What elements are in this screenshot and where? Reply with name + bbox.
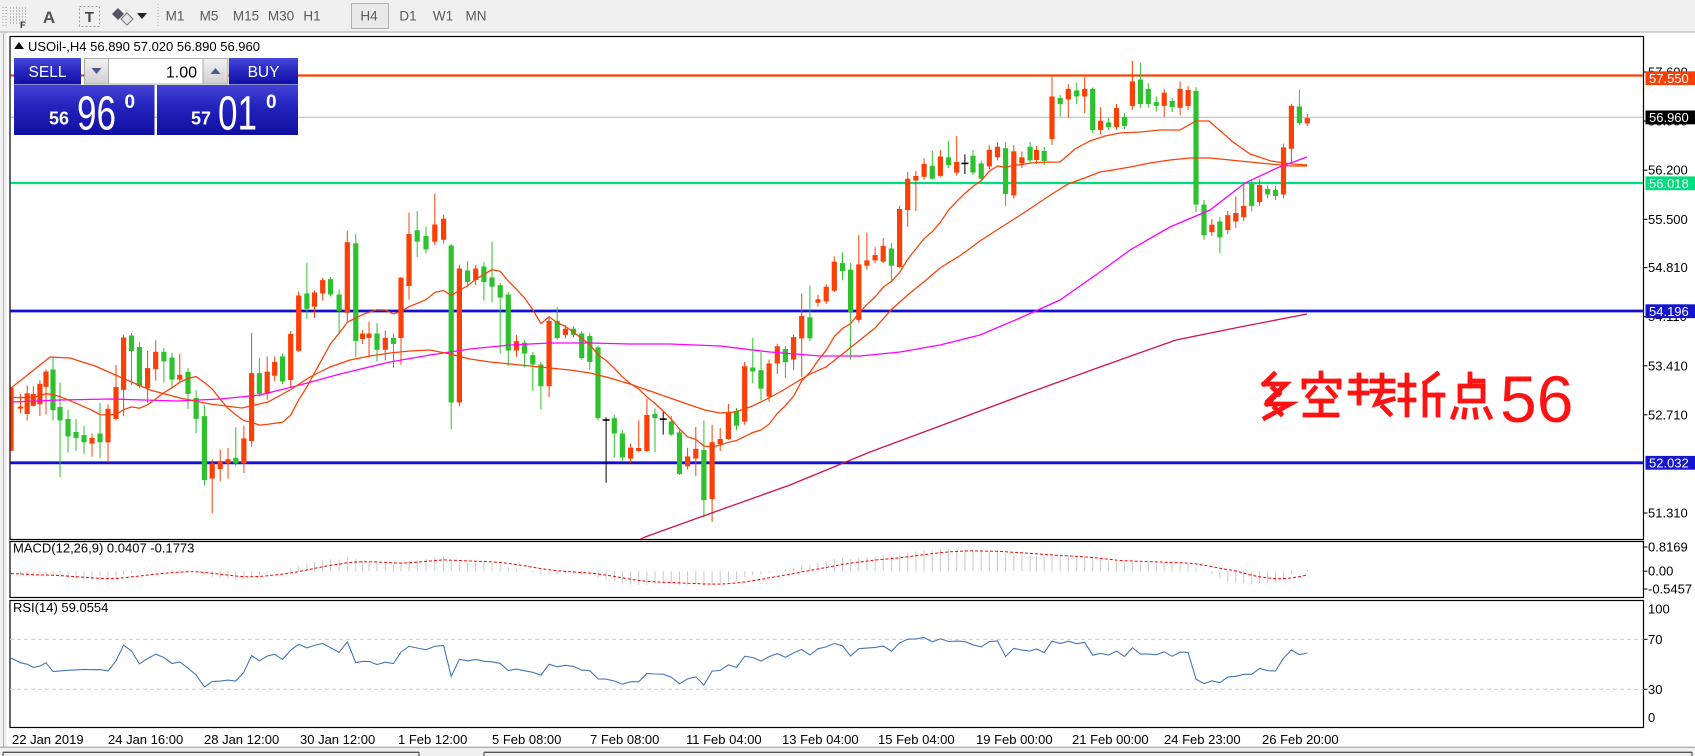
svg-text:70: 70: [1648, 632, 1662, 647]
svg-text:5 Feb 08:00: 5 Feb 08:00: [492, 732, 561, 747]
svg-text:54.810: 54.810: [1648, 260, 1688, 275]
svg-text:01: 01: [218, 88, 257, 141]
svg-text:24 Feb 23:00: 24 Feb 23:00: [1164, 732, 1241, 747]
svg-text:54.196: 54.196: [1649, 304, 1689, 319]
svg-text:7 Feb 08:00: 7 Feb 08:00: [590, 732, 659, 747]
svg-text:55.500: 55.500: [1648, 212, 1688, 227]
svg-text:30: 30: [1648, 682, 1662, 697]
svg-text:100: 100: [1648, 602, 1670, 617]
svg-text:D1: D1: [399, 9, 416, 24]
svg-text:11 Feb 04:00: 11 Feb 04:00: [686, 732, 762, 747]
svg-text:0.00: 0.00: [1648, 564, 1673, 579]
svg-text:H1: H1: [303, 9, 320, 24]
svg-text:MACD(12,26,9) 0.0407 -0.1773: MACD(12,26,9) 0.0407 -0.1773: [13, 541, 194, 556]
svg-text:56.018: 56.018: [1649, 176, 1689, 191]
svg-text:56: 56: [1500, 362, 1573, 436]
svg-text:SELL: SELL: [29, 64, 67, 81]
svg-text:26 Feb 20:00: 26 Feb 20:00: [1262, 732, 1339, 747]
svg-text:0: 0: [1648, 710, 1655, 725]
svg-text:1 Feb 12:00: 1 Feb 12:00: [398, 732, 467, 747]
svg-text:57: 57: [191, 109, 211, 129]
svg-text:51.310: 51.310: [1648, 506, 1688, 521]
svg-text:0.8169: 0.8169: [1648, 540, 1688, 555]
svg-text:W1: W1: [433, 9, 453, 24]
svg-text:53.410: 53.410: [1648, 358, 1688, 373]
svg-text:H4: H4: [360, 9, 378, 24]
svg-text:M15: M15: [233, 9, 259, 24]
svg-text:0: 0: [125, 92, 136, 113]
svg-text:1.00: 1.00: [166, 65, 197, 82]
svg-text:M30: M30: [268, 9, 294, 24]
svg-text:21 Feb 00:00: 21 Feb 00:00: [1072, 732, 1149, 747]
svg-text:-0.5457: -0.5457: [1648, 582, 1692, 597]
svg-text:56.960: 56.960: [1649, 110, 1689, 125]
svg-text:56.200: 56.200: [1648, 163, 1688, 178]
svg-text:MN: MN: [466, 9, 487, 24]
svg-text:T: T: [85, 9, 94, 26]
svg-text:A: A: [43, 8, 55, 27]
svg-text:BUY: BUY: [248, 64, 280, 81]
svg-text:0: 0: [266, 92, 277, 113]
svg-text:30 Jan 12:00: 30 Jan 12:00: [300, 732, 375, 747]
svg-text:M5: M5: [200, 9, 219, 24]
svg-text:52.710: 52.710: [1648, 407, 1688, 422]
svg-text:57.550: 57.550: [1649, 71, 1689, 86]
svg-text:22 Jan 2019: 22 Jan 2019: [12, 732, 84, 747]
svg-text:96: 96: [77, 88, 116, 141]
svg-text:F: F: [20, 20, 26, 30]
svg-text:15 Feb 04:00: 15 Feb 04:00: [878, 732, 955, 747]
svg-text:19 Feb 00:00: 19 Feb 00:00: [976, 732, 1053, 747]
svg-text:M1: M1: [166, 9, 185, 24]
svg-text:USOil-,H4 56.890 57.020 56.89: USOil-,H4 56.890 57.020 56.890 56.960: [28, 39, 260, 54]
svg-text:52.032: 52.032: [1649, 455, 1689, 470]
svg-text:56: 56: [49, 109, 69, 129]
svg-text:RSI(14) 59.0554: RSI(14) 59.0554: [13, 600, 108, 615]
svg-text:24 Jan 16:00: 24 Jan 16:00: [108, 732, 183, 747]
svg-text:13 Feb 04:00: 13 Feb 04:00: [782, 732, 859, 747]
svg-text:28 Jan 12:00: 28 Jan 12:00: [204, 732, 279, 747]
